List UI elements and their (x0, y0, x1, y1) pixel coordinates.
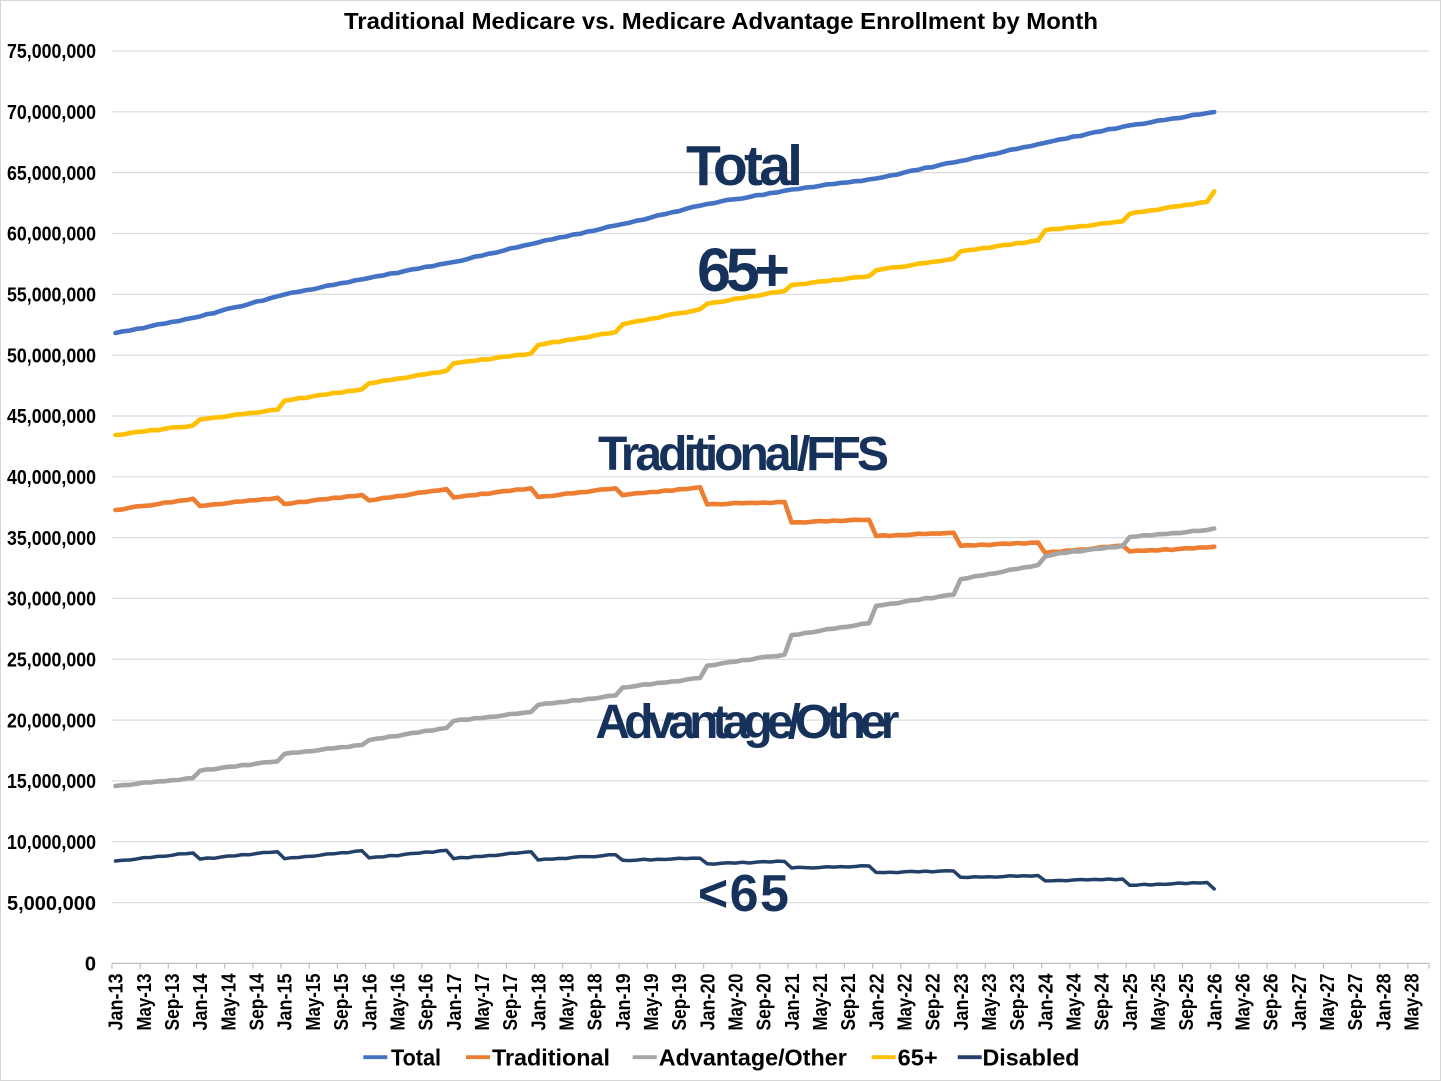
svg-text:Jan-21: Jan-21 (782, 974, 804, 1031)
svg-text:Sep-27: Sep-27 (1345, 974, 1367, 1031)
svg-text:Advantage/Other: Advantage/Other (659, 1044, 847, 1070)
svg-text:May-21: May-21 (810, 974, 832, 1031)
svg-text:Jan-18: Jan-18 (528, 974, 550, 1031)
svg-text:60,000,000: 60,000,000 (7, 224, 96, 246)
svg-text:10,000,000: 10,000,000 (7, 832, 96, 854)
svg-text:Jan-19: Jan-19 (613, 974, 635, 1031)
svg-text:May-18: May-18 (557, 974, 579, 1031)
svg-text:May-19: May-19 (641, 974, 663, 1031)
svg-text:15,000,000: 15,000,000 (7, 771, 96, 793)
svg-text:Jan-28: Jan-28 (1373, 974, 1395, 1031)
svg-text:50,000,000: 50,000,000 (7, 345, 96, 367)
svg-text:30,000,000: 30,000,000 (7, 589, 96, 611)
svg-text:Jan-16: Jan-16 (359, 974, 381, 1031)
svg-text:65+: 65+ (898, 1044, 938, 1070)
svg-text:May-17: May-17 (472, 974, 494, 1031)
svg-text:Total: Total (391, 1044, 441, 1070)
svg-text:Jan-22: Jan-22 (866, 974, 888, 1031)
svg-text:0: 0 (85, 954, 96, 976)
svg-text:May-14: May-14 (218, 973, 240, 1031)
svg-text:Sep-15: Sep-15 (331, 974, 353, 1031)
svg-text:25,000,000: 25,000,000 (7, 650, 96, 672)
svg-text:<65: <65 (698, 865, 789, 923)
svg-text:May-27: May-27 (1317, 974, 1339, 1031)
svg-text:Jan-13: Jan-13 (106, 974, 128, 1031)
svg-text:55,000,000: 55,000,000 (7, 285, 96, 307)
svg-text:5,000,000: 5,000,000 (7, 893, 96, 915)
svg-text:Jan-20: Jan-20 (697, 974, 719, 1031)
svg-text:Jan-27: Jan-27 (1289, 974, 1311, 1031)
svg-text:May-22: May-22 (895, 974, 917, 1031)
svg-text:Traditional Medicare vs. Medic: Traditional Medicare vs. Medicare Advant… (344, 8, 1098, 34)
svg-text:Sep-16: Sep-16 (416, 974, 438, 1031)
svg-text:May-15: May-15 (303, 974, 325, 1031)
svg-text:Disabled: Disabled (983, 1044, 1080, 1070)
svg-text:Sep-20: Sep-20 (754, 974, 776, 1031)
svg-text:Traditional: Traditional (492, 1044, 610, 1070)
svg-text:40,000,000: 40,000,000 (7, 467, 96, 489)
svg-text:May-24: May-24 (1064, 973, 1086, 1031)
svg-text:Traditional/FFS: Traditional/FFS (598, 428, 889, 481)
svg-text:Jan-23: Jan-23 (951, 974, 973, 1031)
svg-text:May-26: May-26 (1233, 974, 1255, 1031)
svg-text:Sep-14: Sep-14 (247, 973, 269, 1031)
svg-text:Jan-17: Jan-17 (444, 974, 466, 1031)
svg-text:May-13: May-13 (134, 974, 156, 1031)
svg-text:Jan-14: Jan-14 (190, 973, 212, 1031)
svg-text:Sep-24: Sep-24 (1092, 973, 1114, 1031)
svg-text:May-28: May-28 (1402, 974, 1424, 1031)
svg-text:Sep-23: Sep-23 (1007, 974, 1029, 1031)
svg-text:75,000,000: 75,000,000 (7, 41, 96, 63)
svg-text:Sep-26: Sep-26 (1261, 974, 1283, 1031)
svg-text:45,000,000: 45,000,000 (7, 406, 96, 428)
svg-text:Sep-21: Sep-21 (838, 974, 860, 1031)
svg-text:Sep-13: Sep-13 (162, 974, 184, 1031)
svg-text:20,000,000: 20,000,000 (7, 710, 96, 732)
svg-text:Jan-24: Jan-24 (1035, 973, 1057, 1031)
svg-text:Jan-15: Jan-15 (275, 974, 297, 1031)
svg-text:May-23: May-23 (979, 974, 1001, 1031)
svg-text:May-16: May-16 (387, 974, 409, 1031)
svg-text:Sep-17: Sep-17 (500, 974, 522, 1031)
svg-text:Jan-26: Jan-26 (1204, 974, 1226, 1031)
svg-text:Sep-19: Sep-19 (669, 974, 691, 1031)
svg-text:Jan-25: Jan-25 (1120, 974, 1142, 1031)
svg-text:Sep-25: Sep-25 (1176, 974, 1198, 1031)
svg-text:May-20: May-20 (726, 974, 748, 1031)
svg-text:May-25: May-25 (1148, 974, 1170, 1031)
svg-text:Sep-22: Sep-22 (923, 974, 945, 1031)
svg-text:70,000,000: 70,000,000 (7, 102, 96, 124)
svg-text:65+: 65+ (697, 236, 790, 304)
svg-text:Advantage/Other: Advantage/Other (595, 696, 899, 749)
svg-text:Total: Total (686, 134, 803, 198)
svg-text:Sep-18: Sep-18 (585, 974, 607, 1031)
svg-text:65,000,000: 65,000,000 (7, 163, 96, 185)
svg-text:35,000,000: 35,000,000 (7, 528, 96, 550)
